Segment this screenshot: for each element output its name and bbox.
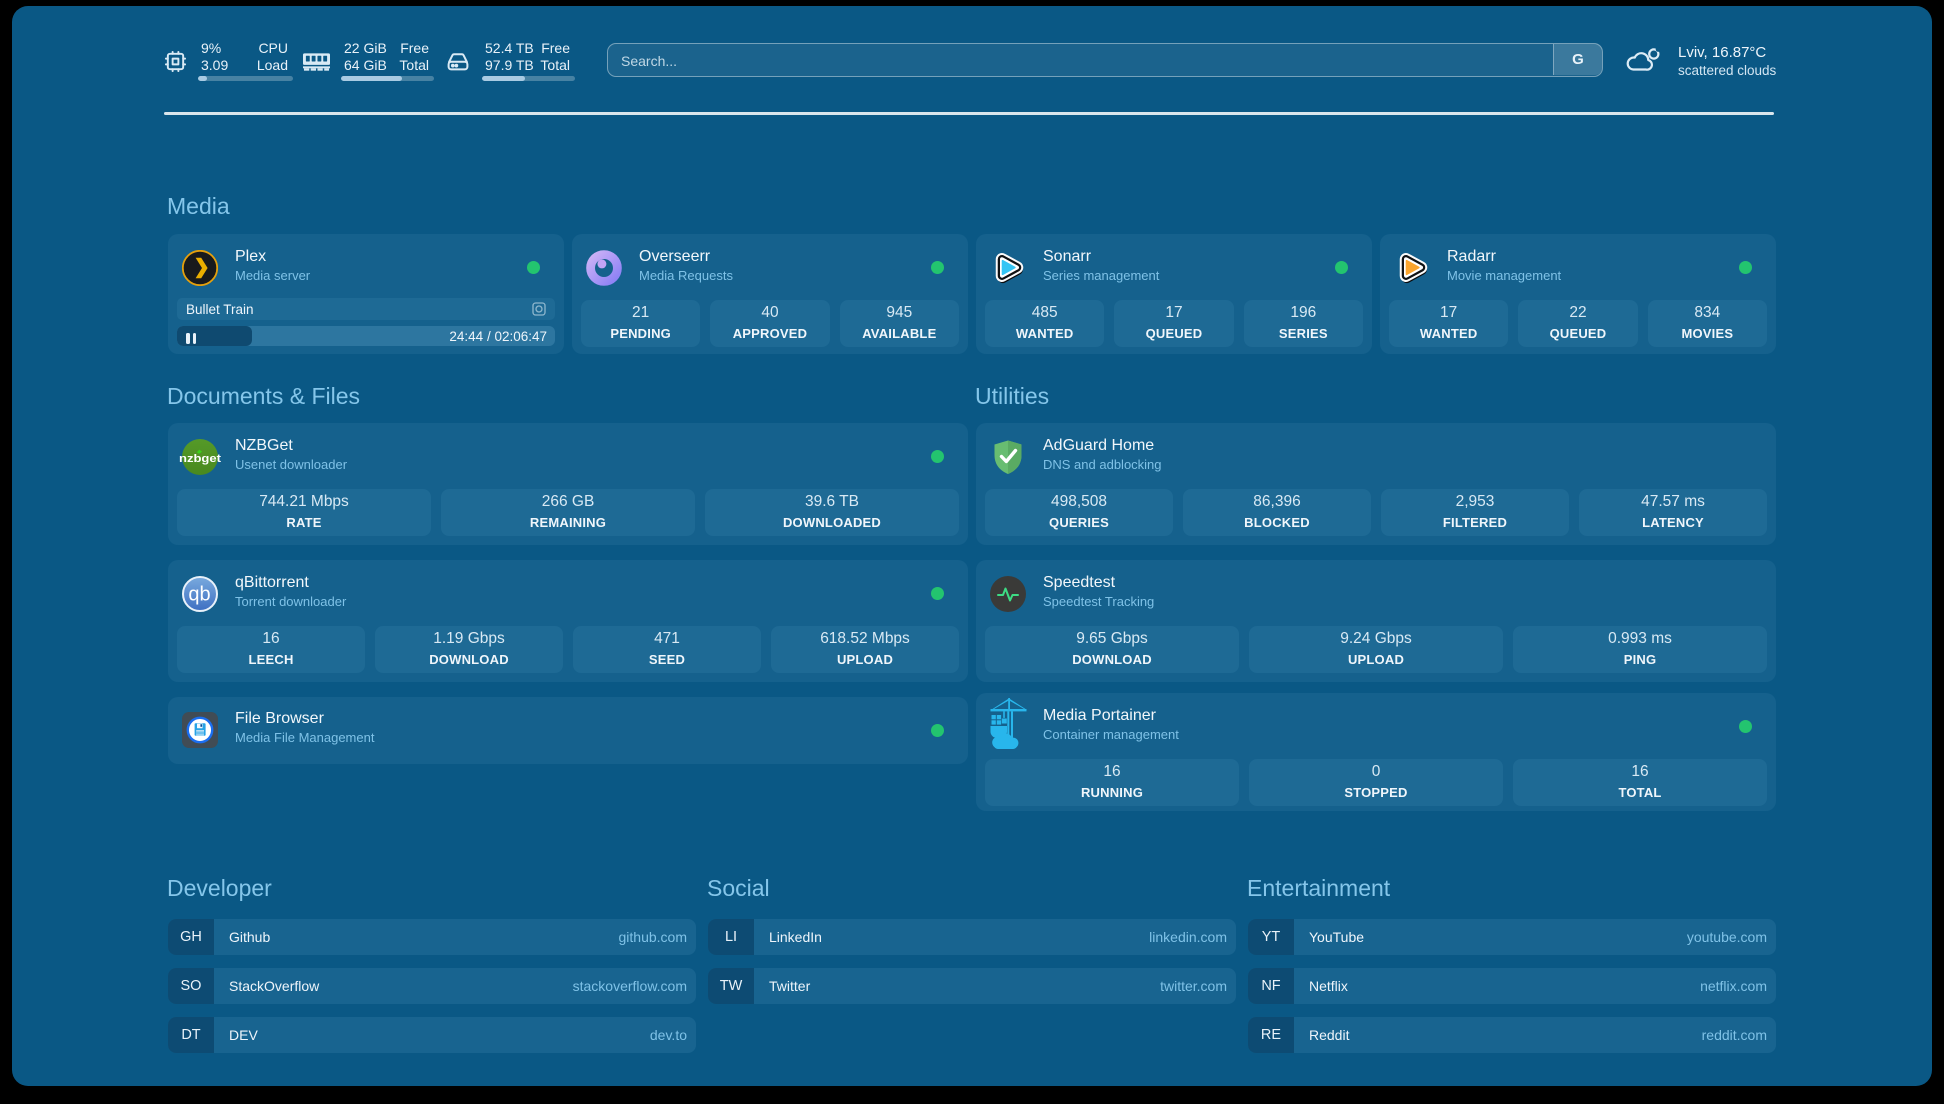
svg-text:qb: qb <box>188 584 210 606</box>
svg-text:nzbget: nzbget <box>179 453 221 465</box>
